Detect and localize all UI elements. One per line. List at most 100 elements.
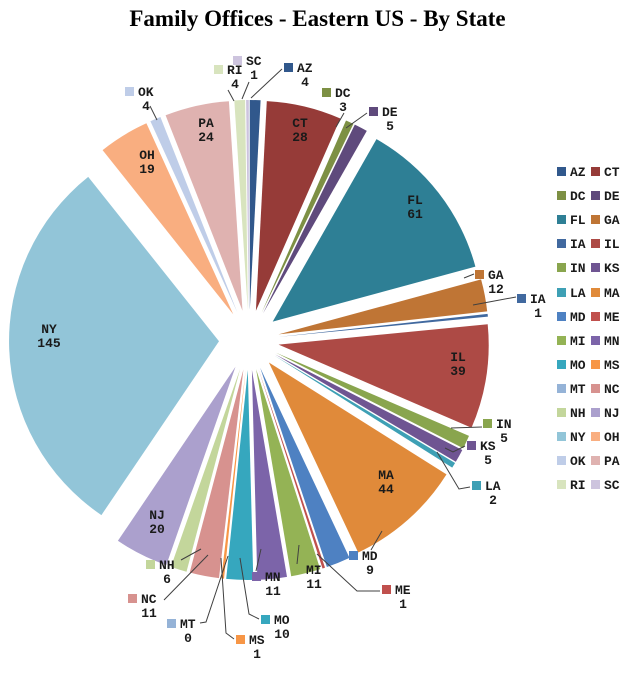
legend-label-ms: MS [604,358,620,373]
legend-item-mt[interactable]: MT [557,382,586,397]
legend-swatch-md [557,312,566,321]
legend-swatch-ma [591,288,600,297]
legend-swatch-fl [557,215,566,224]
label-value-ri: 4 [231,77,239,92]
label-code-az: AZ [297,61,313,76]
data-label-mt: MT0 [167,617,196,646]
label-value-ia: 1 [534,306,542,321]
pie-slice-ia[interactable] [278,313,488,337]
legend-swatch-mo [557,360,566,369]
legend-item-dc[interactable]: DC [557,189,586,204]
label-code-mn: MN [265,570,281,585]
pie-slice-ny[interactable] [9,176,219,516]
pie-slice-in[interactable] [276,352,469,449]
legend-label-de: DE [604,189,620,204]
data-label-ri: RI4 [214,63,243,92]
data-label-fl: FL 61 [407,193,423,222]
legend-item-il[interactable]: IL [591,237,620,252]
legend-item-oh[interactable]: OH [591,430,620,445]
legend-item-in[interactable]: IN [557,261,586,276]
legend-swatch-ok [557,456,566,465]
legend-label-fl: FL [570,213,586,228]
pie-slice-il[interactable] [278,324,489,428]
leader-line-la [436,451,471,490]
legend-item-sc[interactable]: SC [591,478,620,493]
legend-label-mi: MI [570,334,586,349]
pie-slice-la[interactable] [274,355,456,468]
leader-line-sc [241,81,250,100]
pie-slice-nh[interactable] [170,368,241,572]
legend-item-ct[interactable]: CT [591,165,620,180]
legend-item-ia[interactable]: IA [557,237,586,252]
legend-swatch-de [591,191,600,200]
legend-item-ri[interactable]: RI [557,478,586,493]
legend-label-ga: GA [604,213,620,228]
leader-line-in [450,426,483,429]
leader-line-dc [335,112,345,128]
pie-slice-nc[interactable] [189,369,244,579]
legend-item-me[interactable]: ME [591,310,620,325]
legend-item-fl[interactable]: FL [557,213,586,228]
label-value-mi: 11 [306,577,322,592]
label-swatch-nh [146,560,155,569]
pie-slice-ok[interactable] [150,117,238,313]
data-label-me: ME1 [382,583,411,612]
pie-slice-ri[interactable] [234,100,248,310]
pie-slice-az[interactable] [249,100,261,310]
pie-slice-oh[interactable] [102,123,234,315]
label-swatch-ia [517,294,526,303]
legend-item-mi[interactable]: MI [557,334,586,349]
pie-slice-sc[interactable] [246,99,249,310]
label-swatch-in [483,419,492,428]
pie-slice-nj[interactable] [117,366,236,566]
legend-item-la[interactable]: LA [557,286,586,301]
label-code-mt: MT [180,617,196,632]
label-swatch-ks [467,441,476,450]
leader-line-mn [255,548,262,572]
leader-line-mo [239,557,260,620]
label-value-ok: 4 [142,99,150,114]
pie-slice-ct[interactable] [255,101,341,311]
legend-item-az[interactable]: AZ [557,165,586,180]
pie-slice-me[interactable] [258,368,325,569]
legend-item-ok[interactable]: OK [557,454,586,469]
pie-slice-fl[interactable] [272,139,476,322]
legend-item-ga[interactable]: GA [591,213,620,228]
leader-line-ia [472,296,517,306]
legend-label-ks: KS [604,261,620,276]
legend-item-ma[interactable]: MA [591,286,620,301]
pie-slice-dc[interactable] [261,120,354,313]
legend-item-ny[interactable]: NY [557,430,586,445]
pie-slice-pa[interactable] [165,101,243,311]
legend-swatch-ks [591,263,600,272]
pie-slice-ks[interactable] [275,354,463,462]
label-code-ok: OK [138,85,154,100]
legend-item-mo[interactable]: MO [557,358,586,373]
legend-item-pa[interactable]: PA [591,454,620,469]
pie-slice-mn[interactable] [251,369,287,580]
pie-slice-de[interactable] [263,124,367,314]
legend-item-md[interactable]: MD [557,310,586,325]
pie-slice-ma[interactable] [268,362,447,553]
pie-slice-mo[interactable] [226,370,254,580]
legend-item-nc[interactable]: NC [591,382,620,397]
pie-slice-ms[interactable] [221,369,246,579]
pie-slice-mi[interactable] [256,369,321,577]
legend-item-de[interactable]: DE [591,189,620,204]
data-label-il: IL 39 [450,350,466,379]
legend-swatch-az [557,167,566,176]
legend-item-nh[interactable]: NH [557,406,586,421]
label-code-ga: GA [488,268,504,283]
pie-slice-ga[interactable] [278,279,488,335]
legend-item-mn[interactable]: MN [591,334,620,349]
legend-item-nj[interactable]: NJ [591,406,620,421]
legend-swatch-mt [557,384,566,393]
legend-item-ks[interactable]: KS [591,261,620,276]
label-swatch-me [382,585,391,594]
pie-slice-md[interactable] [260,367,350,567]
data-label-ok: OK4 [125,85,154,114]
legend-item-ms[interactable]: MS [591,358,620,373]
label-value-la: 2 [489,493,497,508]
legend-label-ny: NY [570,430,586,445]
